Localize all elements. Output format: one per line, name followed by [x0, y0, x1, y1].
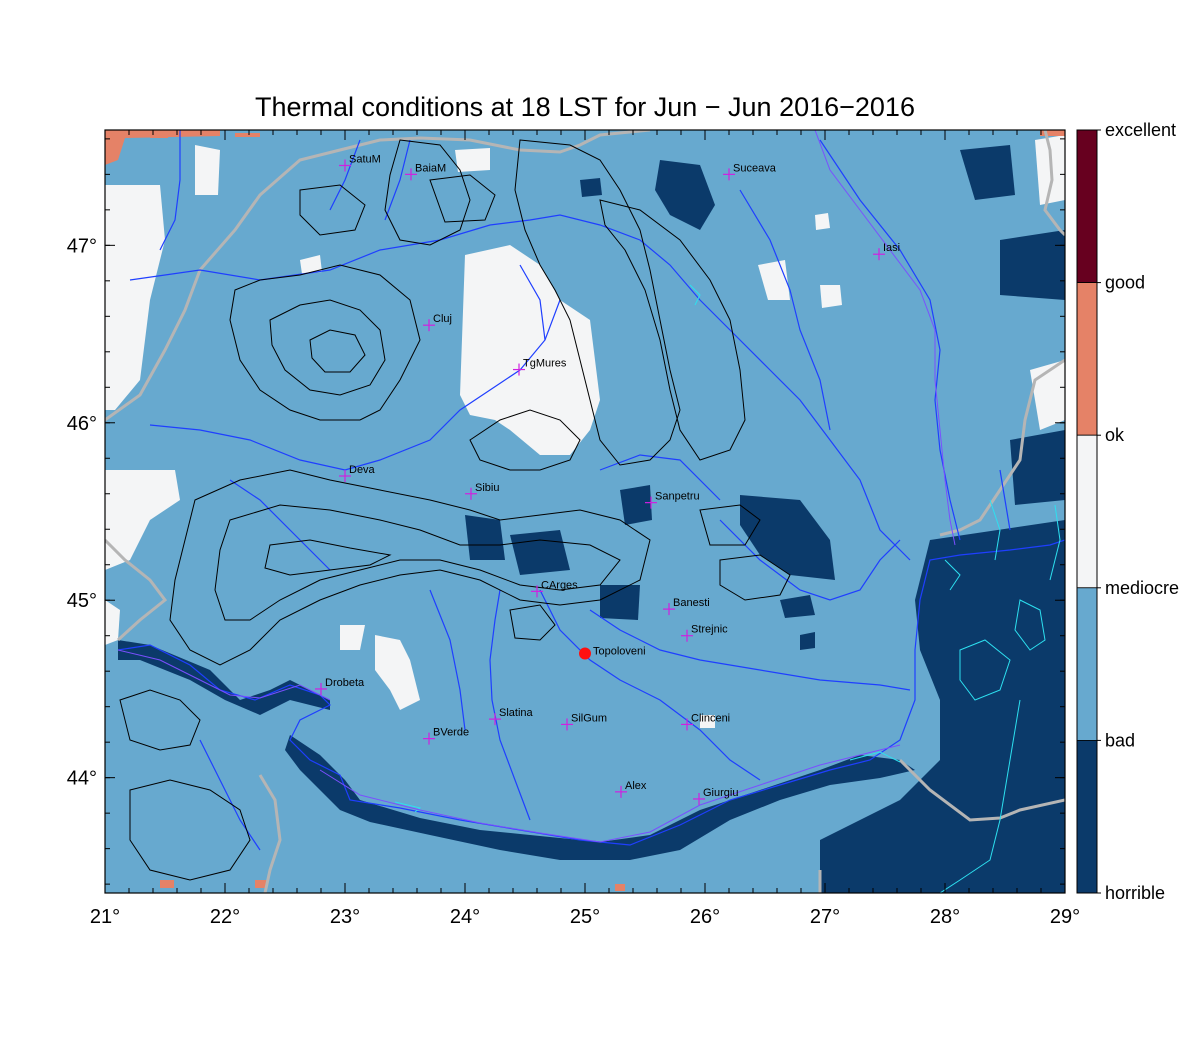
y-tick-label: 46° — [67, 413, 97, 435]
x-tick-label: 21° — [90, 906, 120, 928]
city-label: Alex — [625, 780, 647, 792]
city-marker: Giurgiu — [693, 787, 738, 805]
map-title: Thermal conditions at 18 LST for Jun − J… — [255, 92, 915, 122]
city-label: Sanpetru — [655, 491, 700, 503]
terrain-contours — [119, 139, 791, 881]
y-tick-label: 47° — [67, 235, 97, 257]
city-marker: Deva — [339, 464, 376, 483]
city-label: BaiaM — [415, 162, 446, 174]
city-marker: Sibiu — [465, 482, 499, 500]
legend-label: ok — [1105, 425, 1125, 445]
colorbar-segment — [1076, 434, 1098, 589]
ok-areas — [105, 130, 1065, 891]
topoloveni-label: Topoloveni — [593, 645, 646, 657]
colorbar-segment — [1076, 129, 1098, 284]
city-marker: TgMures — [513, 358, 567, 376]
colorbar-segment — [1076, 587, 1098, 741]
city-label: Deva — [349, 464, 376, 476]
x-tick-label: 23° — [330, 906, 360, 928]
highlight-site: Topoloveni — [579, 645, 646, 660]
city-label: SilGum — [571, 712, 607, 724]
city-label: SatuM — [349, 153, 381, 165]
city-marker: Suceava — [723, 162, 777, 181]
x-tick-label: 28° — [930, 906, 960, 928]
legend-label: bad — [1105, 730, 1135, 750]
city-marker: Clinceni — [681, 712, 730, 731]
city-marker: Alex — [615, 780, 647, 798]
city-label: Clinceni — [691, 712, 730, 724]
city-marker: Strejnic — [681, 624, 728, 642]
y-tick-label: 44° — [67, 768, 97, 790]
city-label: Slatina — [499, 707, 534, 719]
x-tick-label: 29° — [1050, 906, 1080, 928]
colorbar-segment — [1076, 740, 1098, 894]
x-axis: 21° 22° 23° 24° 25° 26° 27° 28° 29° — [90, 130, 1080, 928]
city-marker: CArges — [531, 579, 578, 598]
x-tick-label: 25° — [570, 906, 600, 928]
county-lines — [117, 130, 956, 843]
map-field — [105, 130, 1065, 893]
city-label: Cluj — [433, 313, 452, 325]
colorbar-legend: excellent good ok mediocre bad horrible — [1076, 120, 1179, 903]
colorbar-frame — [1076, 129, 1098, 894]
country-borders — [105, 130, 1065, 893]
y-axis: 44° 45° 46° 47° — [67, 138, 1065, 885]
legend-label: good — [1105, 273, 1145, 293]
city-label: Giurgiu — [703, 787, 738, 799]
city-marker: Drobeta — [315, 677, 365, 695]
city-marker: BVerde — [423, 727, 469, 745]
mediocre-areas — [105, 135, 1065, 728]
city-marker: SatuM — [339, 153, 381, 172]
city-marker: Slatina — [489, 707, 534, 726]
city-marker: Banesti — [663, 597, 710, 616]
city-label: Iasi — [883, 242, 900, 254]
city-markers: SatuM BaiaM Suceava Iasi Cluj TgMures Deva Sibi… — [315, 153, 900, 805]
legend-label: excellent — [1105, 120, 1176, 140]
legend-label: horrible — [1105, 883, 1165, 903]
x-tick-label: 22° — [210, 906, 240, 928]
legend-label: mediocre — [1105, 578, 1179, 598]
topoloveni-marker — [579, 647, 591, 660]
city-marker: SilGum — [561, 712, 607, 731]
city-marker: Cluj — [423, 313, 452, 332]
x-tick-label: 26° — [690, 906, 720, 928]
lake-outlines — [394, 284, 1061, 893]
city-label: Strejnic — [691, 624, 728, 636]
x-tick-label: 27° — [810, 906, 840, 928]
x-tick-label: 24° — [450, 906, 480, 928]
city-marker: Sanpetru — [645, 491, 700, 509]
colorbar-segment — [1076, 282, 1098, 436]
city-marker: BaiaM — [405, 162, 446, 181]
city-label: BVerde — [433, 727, 469, 739]
city-marker: Iasi — [873, 242, 900, 261]
city-label: Suceava — [733, 162, 777, 174]
city-label: TgMures — [523, 358, 567, 370]
city-label: CArges — [541, 579, 578, 591]
city-label: Banesti — [673, 597, 710, 609]
city-label: Drobeta — [325, 677, 365, 689]
city-label: Sibiu — [475, 482, 499, 494]
y-tick-label: 45° — [67, 590, 97, 612]
